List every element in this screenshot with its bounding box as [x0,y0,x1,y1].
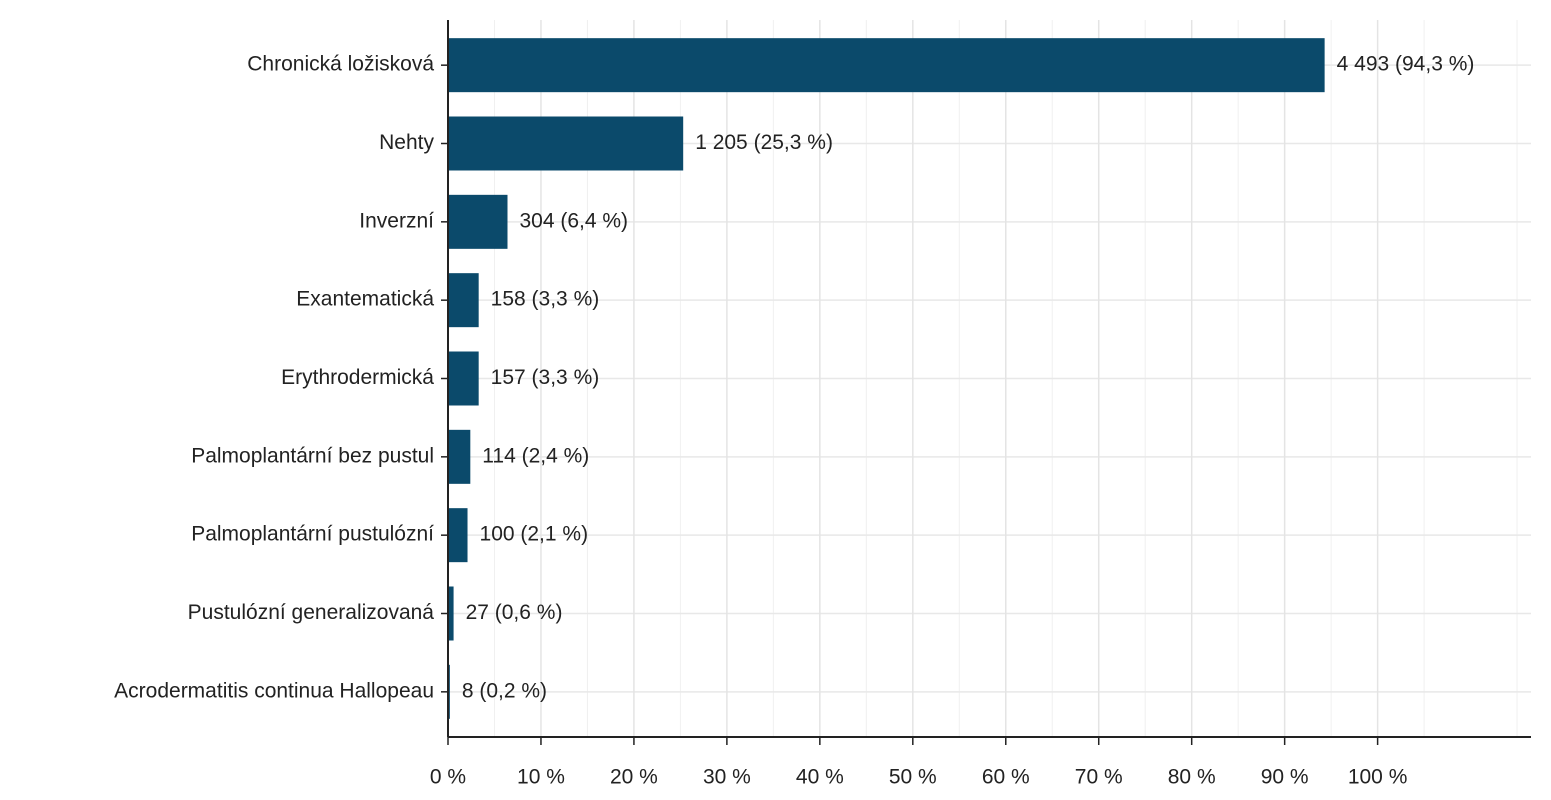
bar [448,273,479,328]
data-label: 114 (2,4 %) [482,444,589,467]
y-tick-label: Palmoplantární bez pustul [191,444,434,467]
bar [448,429,471,484]
bar [448,586,454,641]
y-tick-label: Nehty [379,131,434,154]
x-tick-label: 20 % [610,766,658,789]
x-tick-label: 80 % [1168,766,1216,789]
data-label: 4 493 (94,3 %) [1337,53,1475,76]
x-tick-label: 30 % [703,766,751,789]
y-tick-label: Acrodermatitis continua Hallopeau [114,679,434,702]
x-tick-label: 70 % [1075,766,1123,789]
y-tick-label: Inverzní [359,209,434,232]
y-tick-label: Palmoplantární pustulózní [191,523,434,546]
data-label: 27 (0,6 %) [466,601,563,624]
bar [448,38,1325,93]
data-label: 1 205 (25,3 %) [695,131,833,154]
y-tick-label: Pustulózní generalizovaná [188,601,435,624]
x-tick-label: 60 % [982,766,1030,789]
y-tick-label: Chronická ložisková [247,53,434,76]
y-tick-label: Exantematická [296,288,434,311]
x-tick-label: 50 % [889,766,937,789]
bar [448,351,479,406]
x-tick-label: 90 % [1261,766,1309,789]
data-label: 304 (6,4 %) [519,209,628,232]
data-label: 100 (2,1 %) [480,523,589,546]
x-tick-label: 40 % [796,766,844,789]
data-label: 157 (3,3 %) [491,366,600,389]
data-label: 158 (3,3 %) [491,288,600,311]
x-tick-label: 10 % [517,766,565,789]
y-tick-label: Erythrodermická [281,366,434,389]
data-label: 8 (0,2 %) [462,679,547,702]
x-tick-label: 100 % [1348,766,1408,789]
bar [448,508,468,563]
bar [448,116,684,171]
x-tick-label: 0 % [430,766,466,789]
bar [448,194,508,249]
